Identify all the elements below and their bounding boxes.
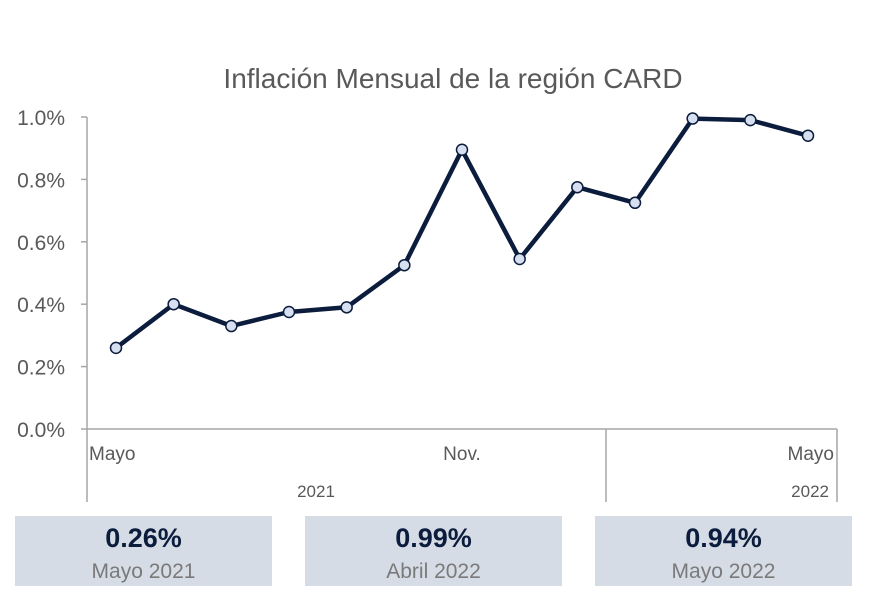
x-group-label: 2021 — [297, 482, 335, 501]
x-tick-label: Nov. — [443, 444, 481, 465]
card-label: Mayo 2022 — [671, 560, 776, 583]
card-value: 0.99% — [395, 523, 472, 553]
data-point — [340, 301, 353, 314]
data-point — [686, 112, 699, 125]
y-tick-label: 0.0% — [17, 419, 65, 442]
y-tick-label: 0.6% — [17, 232, 65, 255]
card-label: Abril 2022 — [386, 560, 481, 583]
data-point — [398, 258, 411, 272]
x-tick-label: Mayo — [788, 444, 834, 465]
y-tick-label: 0.2% — [17, 357, 65, 380]
line-chart: Inflación Mensual de la región CARD 0.0%… — [17, 63, 838, 502]
y-tick-label: 0.4% — [17, 294, 65, 317]
data-point — [801, 129, 815, 142]
card-value: 0.26% — [105, 523, 182, 553]
y-tick-label: 0.8% — [17, 169, 65, 192]
card-label: Mayo 2021 — [91, 560, 196, 583]
data-point — [513, 252, 526, 266]
summary-card-3: 0.94% Mayo 2022 — [595, 516, 852, 586]
data-point — [744, 113, 757, 127]
data-point — [455, 143, 469, 157]
data-point — [571, 180, 584, 194]
x-group-label: 2022 — [791, 482, 829, 501]
data-point — [109, 341, 123, 355]
summary-card-2: 0.99% Abril 2022 — [305, 516, 562, 586]
chart-title: Inflación Mensual de la región CARD — [223, 63, 682, 94]
y-tick-label: 1.0% — [17, 107, 65, 130]
data-point — [167, 297, 180, 311]
x-tick-label: Mayo — [89, 444, 135, 465]
summary-card-1: 0.26% Mayo 2021 — [15, 516, 272, 586]
data-point — [225, 319, 238, 333]
data-point — [628, 196, 642, 210]
card-value: 0.94% — [685, 523, 762, 553]
data-point — [282, 305, 296, 319]
